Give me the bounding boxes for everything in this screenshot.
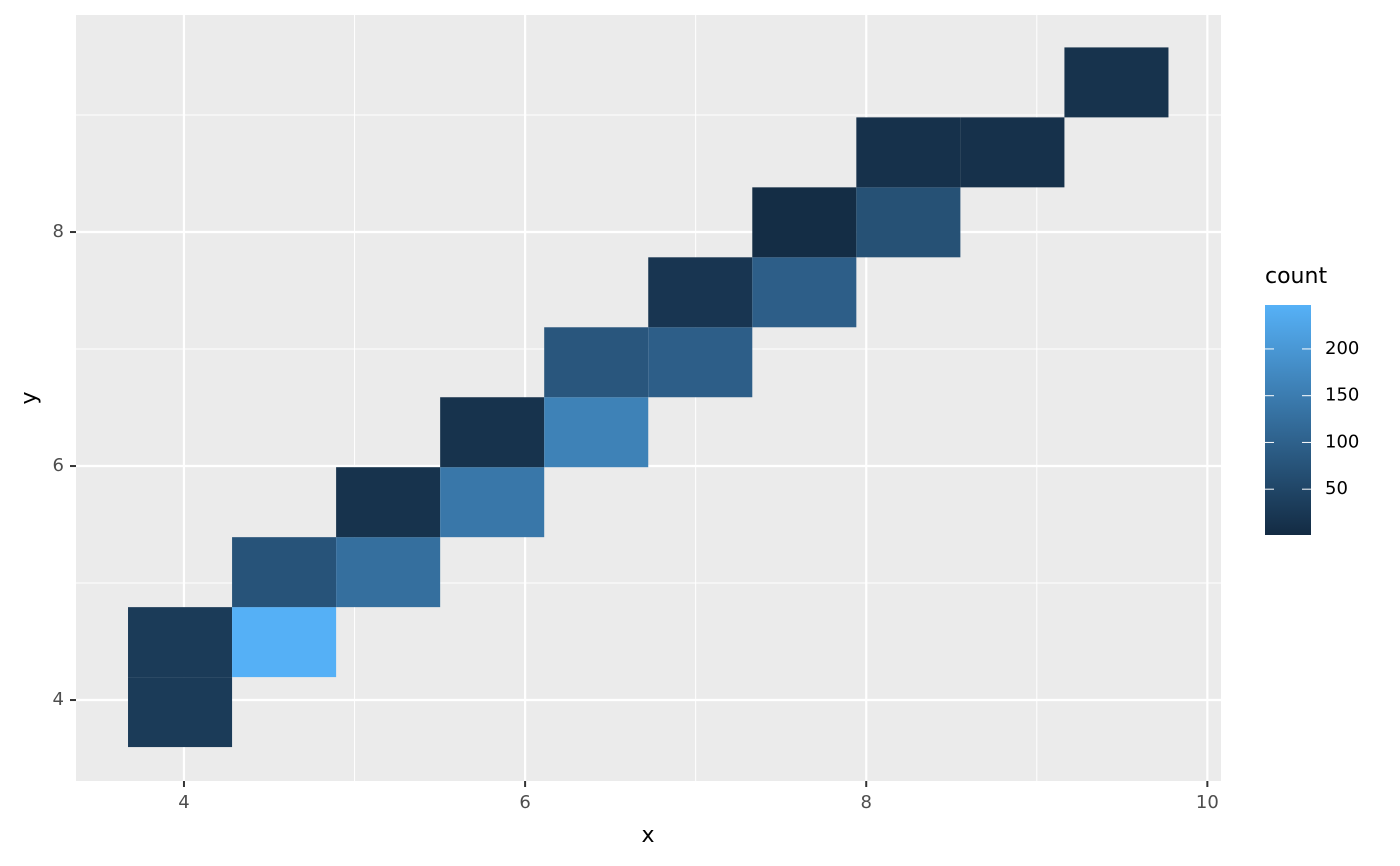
tile: [648, 257, 753, 328]
x-tick-label: 8: [860, 792, 871, 813]
tile: [856, 117, 961, 188]
tile: [752, 257, 857, 328]
tile: [1064, 47, 1169, 118]
tile: [232, 537, 337, 608]
tile: [336, 467, 441, 538]
y-axis-title: y: [17, 391, 42, 404]
colorbar-label: 200: [1325, 338, 1359, 359]
tile: [440, 397, 545, 468]
x-tick-label: 4: [178, 792, 189, 813]
x-tick-label: 6: [519, 792, 530, 813]
tile: [336, 537, 441, 608]
y-tick-label: 4: [53, 689, 64, 710]
x-tick-label: 10: [1196, 792, 1219, 813]
tile: [960, 117, 1065, 188]
legend-title: count: [1265, 264, 1327, 289]
tile: [752, 187, 857, 258]
tile: [232, 607, 337, 678]
x-axis-title: x: [641, 823, 654, 848]
tile: [128, 677, 233, 748]
colorbar: [1265, 305, 1311, 535]
tile: [544, 397, 649, 468]
y-tick-label: 6: [53, 455, 64, 476]
y-tick-label: 8: [53, 221, 64, 242]
colorbar-label: 100: [1325, 431, 1359, 452]
colorbar-label: 50: [1325, 478, 1348, 499]
tile: [544, 327, 649, 398]
tile: [440, 467, 545, 538]
tile: [856, 187, 961, 258]
tile: [128, 607, 233, 678]
tile: [648, 327, 753, 398]
colorbar-label: 150: [1325, 385, 1359, 406]
